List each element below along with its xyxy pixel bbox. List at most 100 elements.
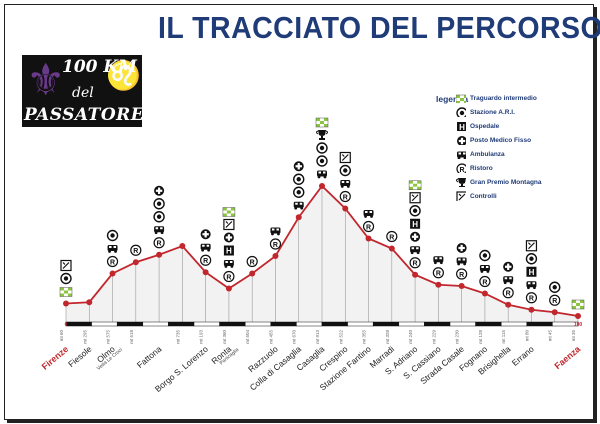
distance-scale-segment xyxy=(65,321,92,327)
station-name: Errano xyxy=(510,344,536,368)
ambulance-icon xyxy=(293,201,304,210)
refreshment-icon: R xyxy=(130,244,142,256)
station-icon-stack: R xyxy=(130,244,142,256)
ambulance-icon xyxy=(526,281,537,290)
checkered-flag-icon xyxy=(571,299,585,310)
ari-station-icon xyxy=(153,211,165,223)
ambulance-icon xyxy=(270,227,281,236)
legend-label: Traguardo intermedio xyxy=(470,95,537,102)
station-icon-stack: R xyxy=(200,229,212,266)
station-name: Faenza xyxy=(552,343,583,371)
station-icon-stack: R xyxy=(456,243,468,280)
legend-icon xyxy=(456,107,466,117)
svg-text:R: R xyxy=(436,271,441,278)
legend-label: Gran Premio Montagna xyxy=(470,179,542,186)
station-icon-stack: R xyxy=(246,255,258,268)
altitude-label: mt 504 xyxy=(245,330,250,344)
svg-text:R: R xyxy=(157,241,162,248)
station-icon-stack: R xyxy=(386,230,398,243)
svg-text:R: R xyxy=(133,248,138,255)
ari-station-icon xyxy=(293,173,305,185)
altitude-label: mt 575 xyxy=(106,330,111,344)
station-marker xyxy=(156,251,163,258)
km-label: 0 xyxy=(65,322,68,328)
ari-station-icon xyxy=(549,281,561,293)
ambulance-icon xyxy=(223,260,234,268)
svg-text:R: R xyxy=(250,259,255,266)
station-marker xyxy=(132,259,139,266)
station-icon-stack xyxy=(315,117,329,179)
altitude-label: mt 735 xyxy=(175,330,180,344)
altitude-label: mt 522 xyxy=(338,330,343,344)
svg-text:R: R xyxy=(110,259,115,266)
ari-station-icon xyxy=(479,249,491,262)
trophy-icon xyxy=(316,130,328,140)
legend-icon xyxy=(457,151,466,159)
legend-label: Posto Medico Fisso xyxy=(470,137,532,144)
station-icon-stack: R xyxy=(479,249,491,288)
checkered-flag-icon xyxy=(408,180,422,190)
legend-icon xyxy=(457,136,466,145)
distance-scale-segment xyxy=(91,321,118,327)
refreshment-icon: R xyxy=(269,238,282,250)
station-icon-stack: R xyxy=(339,151,351,203)
ari-station-icon xyxy=(339,164,351,177)
station-marker xyxy=(435,281,442,288)
station-icon-stack: R xyxy=(269,227,282,250)
altitude-label: mt 355 xyxy=(362,330,367,344)
refreshment-icon: R xyxy=(409,257,421,269)
distance-scale-segment xyxy=(372,321,400,327)
svg-text:R: R xyxy=(529,296,534,303)
distance-scale-segment xyxy=(552,321,579,327)
checkered-flag-icon xyxy=(59,287,73,297)
distance-scale-segment xyxy=(296,321,323,327)
station-icon-stack: R xyxy=(502,261,514,299)
altitude-label: mt 295 xyxy=(82,330,87,344)
svg-text:R: R xyxy=(506,291,511,298)
km-label: 100 xyxy=(574,322,583,328)
distance-scale-segment xyxy=(116,321,144,327)
ari-station-icon xyxy=(316,142,328,154)
station-marker xyxy=(319,183,325,189)
station-icon-stack xyxy=(571,299,585,310)
ari-station-icon xyxy=(60,272,72,285)
distance-scale-segment xyxy=(475,321,502,327)
distance-scale-segment xyxy=(424,321,451,327)
station-name: Firenze xyxy=(40,344,71,372)
medical-cross-icon xyxy=(410,231,421,242)
refreshment-icon: R xyxy=(456,268,468,280)
ambulance-icon xyxy=(107,245,118,253)
medical-cross-icon xyxy=(200,229,211,240)
distance-scale-segment xyxy=(347,321,374,327)
ambulance-icon xyxy=(456,257,467,266)
legend-label: Controlli xyxy=(470,193,497,200)
medical-cross-icon xyxy=(457,136,466,145)
station-marker xyxy=(365,235,372,242)
svg-text:R: R xyxy=(366,224,371,231)
refreshment-icon: R xyxy=(432,267,444,279)
station-marker xyxy=(528,306,535,313)
station-marker xyxy=(412,271,419,278)
hospital-icon: H xyxy=(223,245,234,256)
ari-station-icon xyxy=(456,107,466,117)
altitude-label: mt 115 xyxy=(501,330,506,344)
distance-scale-segment xyxy=(526,321,553,327)
station-icon-stack: R xyxy=(362,210,375,233)
legend-title: legenda xyxy=(436,94,469,104)
ambulance-icon xyxy=(479,265,490,273)
refreshment-icon: R xyxy=(362,220,375,233)
ambulance-icon xyxy=(457,151,466,159)
checkpoint-icon xyxy=(339,151,351,164)
hospital-icon: H xyxy=(457,122,466,131)
refreshment-icon: R xyxy=(223,270,235,283)
ari-station-icon xyxy=(316,155,328,167)
distance-scale-segment xyxy=(219,321,246,327)
checkpoint-icon xyxy=(456,191,466,201)
ambulance-icon xyxy=(200,243,211,252)
altitude-label: mt 240 xyxy=(408,330,413,344)
altitude-label: mt 455 xyxy=(268,330,273,344)
distance-scale-segment xyxy=(398,321,425,327)
legend-label: Ambulanza xyxy=(470,151,505,158)
station-icon-stack xyxy=(293,161,305,210)
station-marker xyxy=(342,205,349,212)
